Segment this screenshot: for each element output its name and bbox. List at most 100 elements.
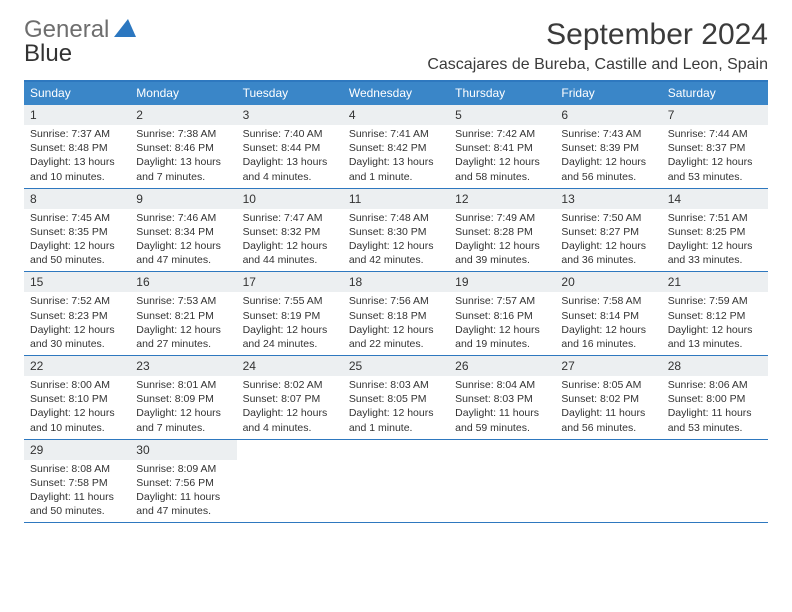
- day-cell: 5Sunrise: 7:42 AMSunset: 8:41 PMDaylight…: [449, 105, 555, 188]
- sunset-text: Sunset: 8:35 PM: [30, 225, 124, 239]
- day-cell: 26Sunrise: 8:04 AMSunset: 8:03 PMDayligh…: [449, 356, 555, 439]
- day-number: 3: [237, 105, 343, 125]
- sunset-text: Sunset: 8:48 PM: [30, 141, 124, 155]
- sunset-text: Sunset: 8:41 PM: [455, 141, 549, 155]
- day-number: 15: [24, 272, 130, 292]
- sunset-text: Sunset: 8:34 PM: [136, 225, 230, 239]
- day-body: Sunrise: 7:56 AMSunset: 8:18 PMDaylight:…: [343, 292, 449, 355]
- day-body: Sunrise: 8:01 AMSunset: 8:09 PMDaylight:…: [130, 376, 236, 439]
- day-number: [555, 440, 661, 460]
- day-number: 27: [555, 356, 661, 376]
- day-number: [343, 440, 449, 460]
- daylight-text: Daylight: 11 hours and 56 minutes.: [561, 406, 655, 434]
- daylight-text: Daylight: 12 hours and 10 minutes.: [30, 406, 124, 434]
- day-body: [449, 460, 555, 466]
- day-body: [662, 460, 768, 466]
- day-body: Sunrise: 8:03 AMSunset: 8:05 PMDaylight:…: [343, 376, 449, 439]
- sunset-text: Sunset: 7:58 PM: [30, 476, 124, 490]
- dow-monday: Monday: [130, 82, 236, 105]
- sunrise-text: Sunrise: 7:41 AM: [349, 127, 443, 141]
- sunrise-text: Sunrise: 7:58 AM: [561, 294, 655, 308]
- daylight-text: Daylight: 12 hours and 13 minutes.: [668, 323, 762, 351]
- daylight-text: Daylight: 11 hours and 53 minutes.: [668, 406, 762, 434]
- sunrise-text: Sunrise: 7:55 AM: [243, 294, 337, 308]
- day-number: 17: [237, 272, 343, 292]
- week-row: 22Sunrise: 8:00 AMSunset: 8:10 PMDayligh…: [24, 356, 768, 440]
- day-number: [662, 440, 768, 460]
- day-cell: 29Sunrise: 8:08 AMSunset: 7:58 PMDayligh…: [24, 440, 130, 523]
- day-body: Sunrise: 8:05 AMSunset: 8:02 PMDaylight:…: [555, 376, 661, 439]
- dow-saturday: Saturday: [662, 82, 768, 105]
- day-body: Sunrise: 7:38 AMSunset: 8:46 PMDaylight:…: [130, 125, 236, 188]
- day-cell: 2Sunrise: 7:38 AMSunset: 8:46 PMDaylight…: [130, 105, 236, 188]
- daylight-text: Daylight: 11 hours and 50 minutes.: [30, 490, 124, 518]
- day-number: 18: [343, 272, 449, 292]
- day-body: Sunrise: 7:42 AMSunset: 8:41 PMDaylight:…: [449, 125, 555, 188]
- weeks-container: 1Sunrise: 7:37 AMSunset: 8:48 PMDaylight…: [24, 105, 768, 523]
- sunrise-text: Sunrise: 7:57 AM: [455, 294, 549, 308]
- day-body: Sunrise: 7:49 AMSunset: 8:28 PMDaylight:…: [449, 209, 555, 272]
- day-cell: 4Sunrise: 7:41 AMSunset: 8:42 PMDaylight…: [343, 105, 449, 188]
- day-cell: [662, 440, 768, 523]
- dow-wednesday: Wednesday: [343, 82, 449, 105]
- day-cell: 3Sunrise: 7:40 AMSunset: 8:44 PMDaylight…: [237, 105, 343, 188]
- day-number: 6: [555, 105, 661, 125]
- brand-text-part2: Blue: [24, 40, 72, 67]
- sunrise-text: Sunrise: 7:38 AM: [136, 127, 230, 141]
- brand-text-part1: General: [24, 18, 109, 42]
- title-block: September 2024 Cascajares de Bureba, Cas…: [427, 18, 768, 74]
- day-cell: 1Sunrise: 7:37 AMSunset: 8:48 PMDaylight…: [24, 105, 130, 188]
- day-cell: 11Sunrise: 7:48 AMSunset: 8:30 PMDayligh…: [343, 189, 449, 272]
- sunrise-text: Sunrise: 7:48 AM: [349, 211, 443, 225]
- daylight-text: Daylight: 12 hours and 24 minutes.: [243, 323, 337, 351]
- day-cell: [555, 440, 661, 523]
- daylight-text: Daylight: 12 hours and 33 minutes.: [668, 239, 762, 267]
- daylight-text: Daylight: 12 hours and 47 minutes.: [136, 239, 230, 267]
- daylight-text: Daylight: 13 hours and 1 minute.: [349, 155, 443, 183]
- day-cell: 7Sunrise: 7:44 AMSunset: 8:37 PMDaylight…: [662, 105, 768, 188]
- daylight-text: Daylight: 12 hours and 58 minutes.: [455, 155, 549, 183]
- day-cell: 16Sunrise: 7:53 AMSunset: 8:21 PMDayligh…: [130, 272, 236, 355]
- day-number: 7: [662, 105, 768, 125]
- sunset-text: Sunset: 8:03 PM: [455, 392, 549, 406]
- daylight-text: Daylight: 12 hours and 27 minutes.: [136, 323, 230, 351]
- daylight-text: Daylight: 12 hours and 36 minutes.: [561, 239, 655, 267]
- day-number: 24: [237, 356, 343, 376]
- sunset-text: Sunset: 7:56 PM: [136, 476, 230, 490]
- day-body: Sunrise: 7:41 AMSunset: 8:42 PMDaylight:…: [343, 125, 449, 188]
- dow-tuesday: Tuesday: [237, 82, 343, 105]
- sunrise-text: Sunrise: 7:44 AM: [668, 127, 762, 141]
- sunset-text: Sunset: 8:30 PM: [349, 225, 443, 239]
- sunset-text: Sunset: 8:39 PM: [561, 141, 655, 155]
- sunset-text: Sunset: 8:00 PM: [668, 392, 762, 406]
- day-body: Sunrise: 7:53 AMSunset: 8:21 PMDaylight:…: [130, 292, 236, 355]
- sunrise-text: Sunrise: 8:08 AM: [30, 462, 124, 476]
- day-body: Sunrise: 7:58 AMSunset: 8:14 PMDaylight:…: [555, 292, 661, 355]
- day-cell: 21Sunrise: 7:59 AMSunset: 8:12 PMDayligh…: [662, 272, 768, 355]
- brand-triangle-icon: [114, 18, 136, 42]
- day-cell: 12Sunrise: 7:49 AMSunset: 8:28 PMDayligh…: [449, 189, 555, 272]
- day-cell: [237, 440, 343, 523]
- sunrise-text: Sunrise: 7:50 AM: [561, 211, 655, 225]
- day-body: [555, 460, 661, 466]
- day-cell: 25Sunrise: 8:03 AMSunset: 8:05 PMDayligh…: [343, 356, 449, 439]
- day-number: 13: [555, 189, 661, 209]
- day-cell: 9 Sunrise: 7:46 AMSunset: 8:34 PMDaylight…: [130, 189, 236, 272]
- day-number: 26: [449, 356, 555, 376]
- sunset-text: Sunset: 8:32 PM: [243, 225, 337, 239]
- sunset-text: Sunset: 8:02 PM: [561, 392, 655, 406]
- day-cell: 10Sunrise: 7:47 AMSunset: 8:32 PMDayligh…: [237, 189, 343, 272]
- sunrise-text: Sunrise: 7:43 AM: [561, 127, 655, 141]
- sunset-text: Sunset: 8:27 PM: [561, 225, 655, 239]
- sunrise-text: Sunrise: 7:37 AM: [30, 127, 124, 141]
- day-body: Sunrise: 7:45 AMSunset: 8:35 PMDaylight:…: [24, 209, 130, 272]
- day-number: 9: [130, 189, 236, 209]
- dow-friday: Friday: [555, 82, 661, 105]
- day-number: 25: [343, 356, 449, 376]
- day-body: Sunrise: 7:55 AMSunset: 8:19 PMDaylight:…: [237, 292, 343, 355]
- daylight-text: Daylight: 12 hours and 44 minutes.: [243, 239, 337, 267]
- day-cell: [449, 440, 555, 523]
- sunrise-text: Sunrise: 7:46 AM: [136, 211, 230, 225]
- day-cell: [343, 440, 449, 523]
- day-body: Sunrise: 8:04 AMSunset: 8:03 PMDaylight:…: [449, 376, 555, 439]
